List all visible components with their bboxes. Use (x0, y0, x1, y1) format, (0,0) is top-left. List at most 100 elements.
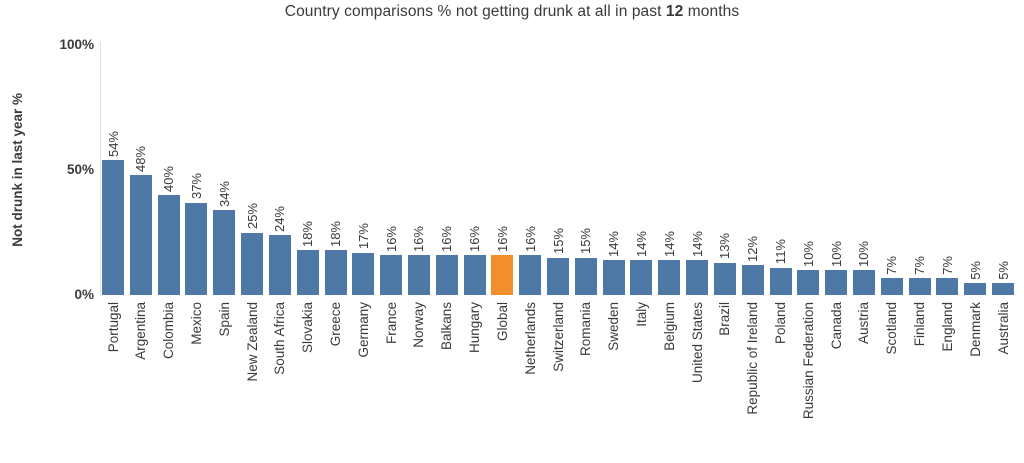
bar-value-label: 18% (328, 220, 343, 247)
bar-column: 34% Spain (212, 45, 236, 463)
category-label-area: Slovakia (296, 295, 320, 463)
bar-value-label: 34% (216, 180, 232, 207)
category-label: Hungary (467, 302, 483, 354)
category-label-area: New Zealand (240, 295, 264, 463)
category-label: Scotland (884, 302, 900, 355)
bar-column: 54% Portugal (102, 45, 124, 463)
bar-poland (769, 267, 792, 295)
bar-value-label: 15% (578, 228, 594, 255)
bar-value-label: 10% (856, 240, 872, 267)
bar-value-label: 11% (773, 239, 788, 265)
category-label: Belgium (661, 302, 677, 351)
bar-belgium (658, 260, 681, 295)
category-label-area: Russian Federation (796, 295, 820, 463)
chart-title-suffix: months (683, 3, 740, 20)
bar-column: 14% Italy (629, 45, 653, 463)
y-axis-title-text: Not drunk in last year % (9, 93, 25, 247)
bar-new-zealand (241, 232, 264, 295)
category-label-area: South Africa (268, 295, 292, 463)
bar-france (380, 255, 403, 295)
bar-south-africa (268, 235, 291, 295)
y-tick-50: 50% (66, 162, 94, 177)
category-label-area: Norway (407, 295, 431, 463)
bar-value-label: 40% (161, 165, 177, 192)
bar-column: 16% Hungary (463, 45, 486, 463)
category-label: Austria (856, 302, 872, 345)
bar-column: 18% Greece (324, 45, 348, 463)
bar-austria (852, 270, 875, 295)
category-label-area: Greece (324, 295, 348, 463)
bar-value-label: 16% (439, 225, 455, 252)
category-label-area: Italy (629, 295, 653, 463)
bar-column: 10% Canada (825, 45, 848, 463)
bar-value-label: 18% (300, 220, 316, 247)
bar-switzerland (547, 257, 569, 295)
bar-value-label: 14% (689, 230, 705, 257)
category-label-area: Denmark (963, 295, 987, 463)
bar-column: 7% Scotland (880, 45, 903, 463)
bar-portugal (102, 160, 124, 295)
category-label: Mexico (188, 302, 204, 345)
bar-column: 17% Germany (351, 45, 375, 463)
category-label: New Zealand (244, 302, 260, 382)
bar-column: 48% Argentina (129, 45, 153, 463)
bar-column: 15% Switzerland (547, 45, 569, 463)
bar-value-label: 14% (661, 230, 677, 257)
bar-column: 16% Balkans (435, 45, 459, 463)
bar-column: 16% Global (490, 45, 514, 463)
category-label: Global (494, 302, 510, 342)
bar-england (936, 277, 959, 295)
bar-column: 16% Norway (407, 45, 431, 463)
bar-column: 24% South Africa (268, 45, 292, 463)
category-label: Brazil (717, 302, 733, 336)
category-label: Germany (355, 302, 371, 358)
category-label: Switzerland (550, 302, 566, 372)
bar-mexico (185, 202, 208, 295)
category-label-area: Switzerland (546, 295, 570, 463)
category-label: Greece (328, 302, 343, 347)
category-label-area: Portugal (101, 295, 125, 463)
bar-column: 25% New Zealand (240, 45, 264, 463)
category-label-area: Global (490, 295, 514, 463)
category-label: Sweden (606, 302, 622, 351)
bar-republic-of-ireland (741, 265, 764, 295)
category-label-area: France (379, 295, 403, 463)
bar-value-label: 37% (188, 173, 204, 200)
category-label-area: Spain (212, 295, 236, 463)
category-label-area: Argentina (129, 295, 153, 463)
y-tick-0: 0% (74, 287, 94, 302)
category-label-area: Netherlands (518, 295, 542, 463)
category-label: Denmark (967, 302, 983, 357)
category-label: Republic of Ireland (745, 302, 761, 415)
bar-balkans (435, 255, 458, 295)
chart-title-prefix: Country comparisons % not getting drunk … (284, 3, 666, 20)
bar-column: 7% Finland (908, 45, 931, 463)
category-label-area: Australia (991, 295, 1015, 463)
chart-title: Country comparisons % not getting drunk … (0, 3, 1024, 21)
category-label: Balkans (439, 302, 455, 351)
plot-area: 54% Portugal 48% Argentina 40% Colombia 37% Mex… (102, 45, 1014, 463)
bar-germany (352, 252, 375, 295)
bar-value-label: 16% (383, 225, 399, 252)
category-label: Poland (773, 302, 788, 345)
bar-denmark (964, 282, 987, 295)
bar-slovakia (296, 250, 319, 295)
bar-column: 37% Mexico (185, 45, 208, 463)
bar-column: 11% Poland (769, 45, 792, 463)
bar-spain (213, 210, 236, 295)
bar-italy (630, 260, 653, 295)
category-label: Romania (578, 302, 594, 357)
category-label-area: Romania (574, 295, 598, 463)
bar-value-label: 14% (633, 230, 649, 257)
category-label: South Africa (272, 302, 288, 375)
bar-value-label: 48% (133, 145, 149, 172)
bar-value-label: 7% (939, 255, 955, 275)
bar-column: 40% Colombia (157, 45, 180, 463)
category-label: Norway (411, 302, 427, 348)
y-axis-title: Not drunk in last year % (6, 45, 28, 295)
bar-finland (908, 277, 931, 295)
category-label-area: Austria (852, 295, 876, 463)
bar-romania (574, 257, 597, 295)
category-label-area: Balkans (435, 295, 459, 463)
category-label-area: Germany (351, 295, 375, 463)
